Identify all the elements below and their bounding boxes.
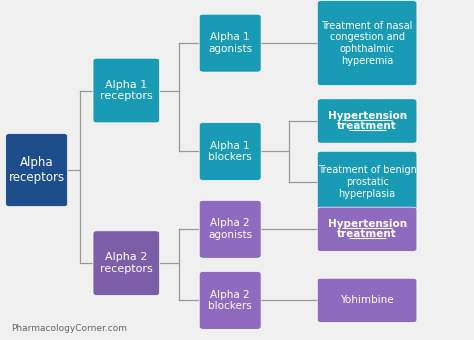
FancyBboxPatch shape [317,207,417,252]
Text: treatment: treatment [337,121,397,131]
Text: Alpha
receptors: Alpha receptors [9,156,64,184]
FancyBboxPatch shape [317,99,417,143]
Text: treatment: treatment [337,229,397,239]
Text: Alpha 2
blockers: Alpha 2 blockers [208,290,252,311]
Text: Hypertension: Hypertension [328,219,407,230]
FancyBboxPatch shape [317,1,417,86]
Text: Alpha 2
agonists: Alpha 2 agonists [208,219,252,240]
FancyBboxPatch shape [93,231,160,295]
Text: Treatment of benign
prostatic
hyperplasia: Treatment of benign prostatic hyperplasi… [318,165,417,199]
FancyBboxPatch shape [199,271,261,329]
Text: Hypertension: Hypertension [328,111,407,121]
FancyBboxPatch shape [317,278,417,323]
FancyBboxPatch shape [199,14,261,72]
Text: Alpha 1
agonists: Alpha 1 agonists [208,32,252,54]
FancyBboxPatch shape [93,58,160,123]
FancyBboxPatch shape [6,134,67,207]
Text: Alpha 1
blockers: Alpha 1 blockers [208,141,252,162]
Text: Treatment of nasal
congestion and
ophthalmic
hyperemia: Treatment of nasal congestion and ophtha… [321,21,413,66]
Text: PharmacologyCorner.com: PharmacologyCorner.com [10,324,127,333]
Text: Yohimbine: Yohimbine [340,295,394,305]
Text: Alpha 2
receptors: Alpha 2 receptors [100,252,153,274]
Text: Alpha 1
receptors: Alpha 1 receptors [100,80,153,101]
FancyBboxPatch shape [199,200,261,258]
FancyBboxPatch shape [317,151,417,212]
FancyBboxPatch shape [199,122,261,181]
